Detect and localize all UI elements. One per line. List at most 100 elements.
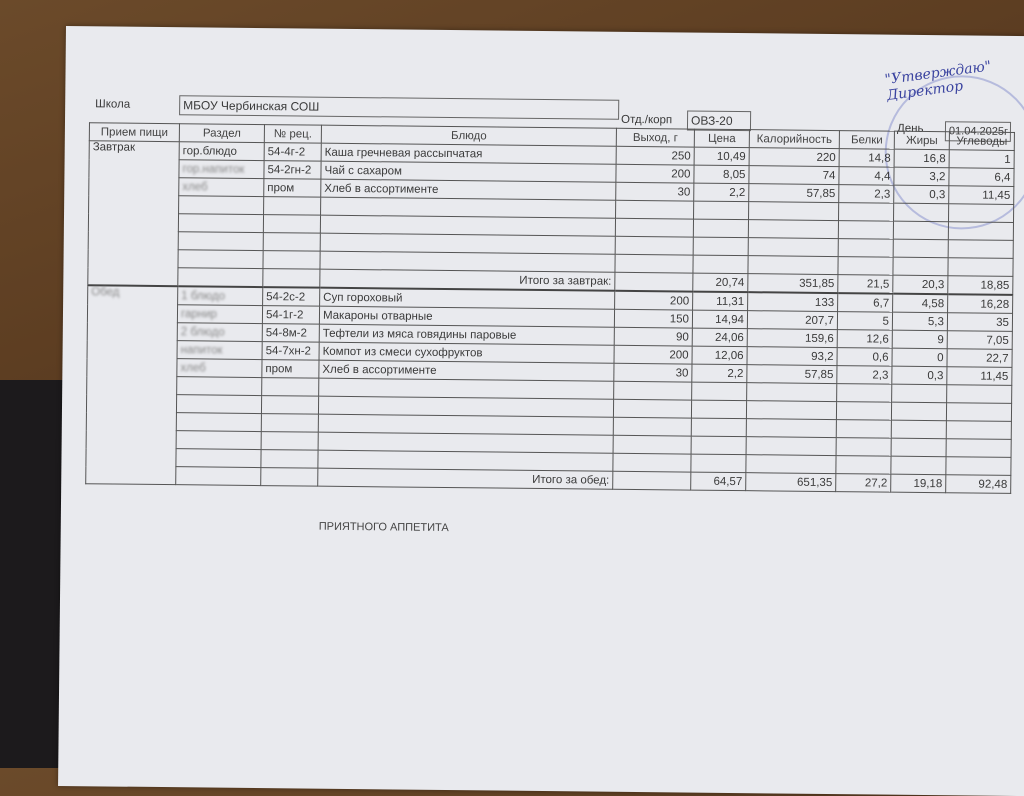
school-field: МБОУ Чербинская СОШ (179, 95, 620, 120)
yield-cell: 90 (614, 327, 693, 347)
kcal-cell: 57,85 (746, 364, 837, 384)
recipe-cell: пром (261, 359, 320, 379)
price-cell (691, 400, 747, 419)
carbs-cell (948, 221, 1014, 241)
yield-cell: 200 (613, 345, 693, 365)
fat-cell (893, 203, 949, 222)
price-cell: 8,05 (693, 165, 750, 184)
yield-cell (613, 435, 692, 455)
carbs-cell (945, 456, 1012, 476)
yield-cell (615, 236, 694, 256)
kcal-cell (746, 418, 837, 438)
protein-cell (836, 383, 892, 403)
protein-cell: 0,6 (836, 347, 893, 367)
total-kcal: 651,35 (745, 472, 836, 492)
fat-cell (891, 402, 947, 421)
protein-cell (838, 202, 894, 222)
section-cell: напиток (177, 340, 263, 360)
fat-cell: 0,3 (891, 366, 947, 385)
carbs-cell: 1 (949, 149, 1015, 169)
yield-cell: 250 (616, 146, 695, 166)
total-fat: 19,18 (890, 474, 946, 493)
section-cell: 1 блюдо (177, 286, 263, 306)
fat-cell: 0 (891, 348, 948, 367)
price-cell: 24,06 (692, 328, 748, 347)
recipe-cell: 54-1г-2 (262, 305, 320, 325)
fat-cell (893, 221, 949, 240)
section-cell (177, 267, 263, 288)
price-cell: 2,2 (691, 364, 747, 383)
total-carbs: 92,48 (945, 474, 1011, 494)
section-cell (176, 430, 262, 450)
recipe-cell: пром (263, 178, 321, 198)
protein-cell (838, 220, 894, 240)
fat-cell: 4,58 (892, 293, 948, 313)
kcal-cell (745, 454, 837, 474)
section-cell (176, 394, 262, 414)
yield-cell (612, 453, 692, 473)
kcal-cell: 93,2 (746, 346, 838, 366)
fat-cell: 5,3 (892, 312, 948, 331)
column-header: Выход, г (616, 128, 695, 148)
total-fat: 20,3 (892, 275, 948, 295)
carbs-cell: 35 (947, 312, 1013, 332)
price-cell: 2,2 (693, 183, 749, 202)
fat-cell: 16,8 (894, 149, 950, 168)
recipe-cell (261, 377, 319, 397)
recipe-cell (263, 232, 321, 252)
section-cell: гарнир (177, 304, 263, 324)
yield-cell (615, 218, 694, 238)
recipe-cell (261, 413, 319, 433)
total-carbs: 18,85 (947, 275, 1013, 295)
fat-cell (891, 438, 947, 457)
meal-cell: Обед (85, 285, 178, 485)
kcal-cell (748, 201, 839, 221)
column-header: Цена (694, 129, 750, 148)
price-cell (691, 436, 747, 455)
yield-cell: 30 (615, 182, 694, 202)
section-cell: хлеб (176, 358, 263, 378)
protein-cell (836, 401, 892, 421)
recipe-cell: 54-2с-2 (262, 287, 320, 307)
yield-cell (615, 200, 694, 220)
price-cell (693, 237, 749, 256)
price-cell: 11,31 (692, 291, 748, 311)
section-cell (178, 231, 264, 251)
carbs-cell (946, 402, 1012, 422)
carbs-cell: 11,45 (946, 366, 1012, 386)
carbs-cell: 11,45 (948, 185, 1014, 205)
fat-cell (891, 384, 947, 403)
protein-cell: 2,3 (836, 365, 892, 385)
yield-cell (614, 254, 694, 274)
kcal-cell (748, 237, 839, 257)
column-header: Калорийность (749, 129, 840, 149)
recipe-cell: 54-8м-2 (262, 323, 320, 343)
protein-cell (835, 455, 892, 475)
yield-cell: 30 (613, 363, 692, 383)
column-header: Раздел (179, 123, 265, 143)
carbs-cell (947, 257, 1014, 277)
yield-cell (613, 399, 692, 419)
recipe-cell: 54-2гн-2 (263, 160, 322, 180)
kcal-cell: 159,6 (747, 328, 838, 348)
footer-text: ПРИЯТНОГО АППЕТИТА (318, 520, 449, 535)
price-cell (690, 454, 747, 473)
kcal-cell: 207,7 (747, 310, 838, 330)
section-cell (176, 412, 262, 432)
protein-cell: 2,3 (838, 184, 894, 204)
section-cell (175, 448, 262, 468)
total-protein: 21,5 (837, 274, 893, 294)
yield-cell: 200 (615, 164, 695, 184)
carbs-cell: 16,28 (947, 294, 1013, 314)
carbs-cell (948, 203, 1014, 223)
protein-cell: 12,6 (837, 329, 893, 349)
total-price: 64,57 (690, 472, 746, 491)
yield-cell (613, 381, 692, 401)
section-cell (178, 213, 264, 233)
carbs-cell (946, 438, 1012, 458)
protein-cell (838, 238, 894, 258)
price-cell: 14,94 (692, 310, 748, 329)
section-cell: гор.напиток (178, 159, 265, 179)
recipe-cell (263, 196, 321, 216)
yield-cell (614, 272, 693, 292)
